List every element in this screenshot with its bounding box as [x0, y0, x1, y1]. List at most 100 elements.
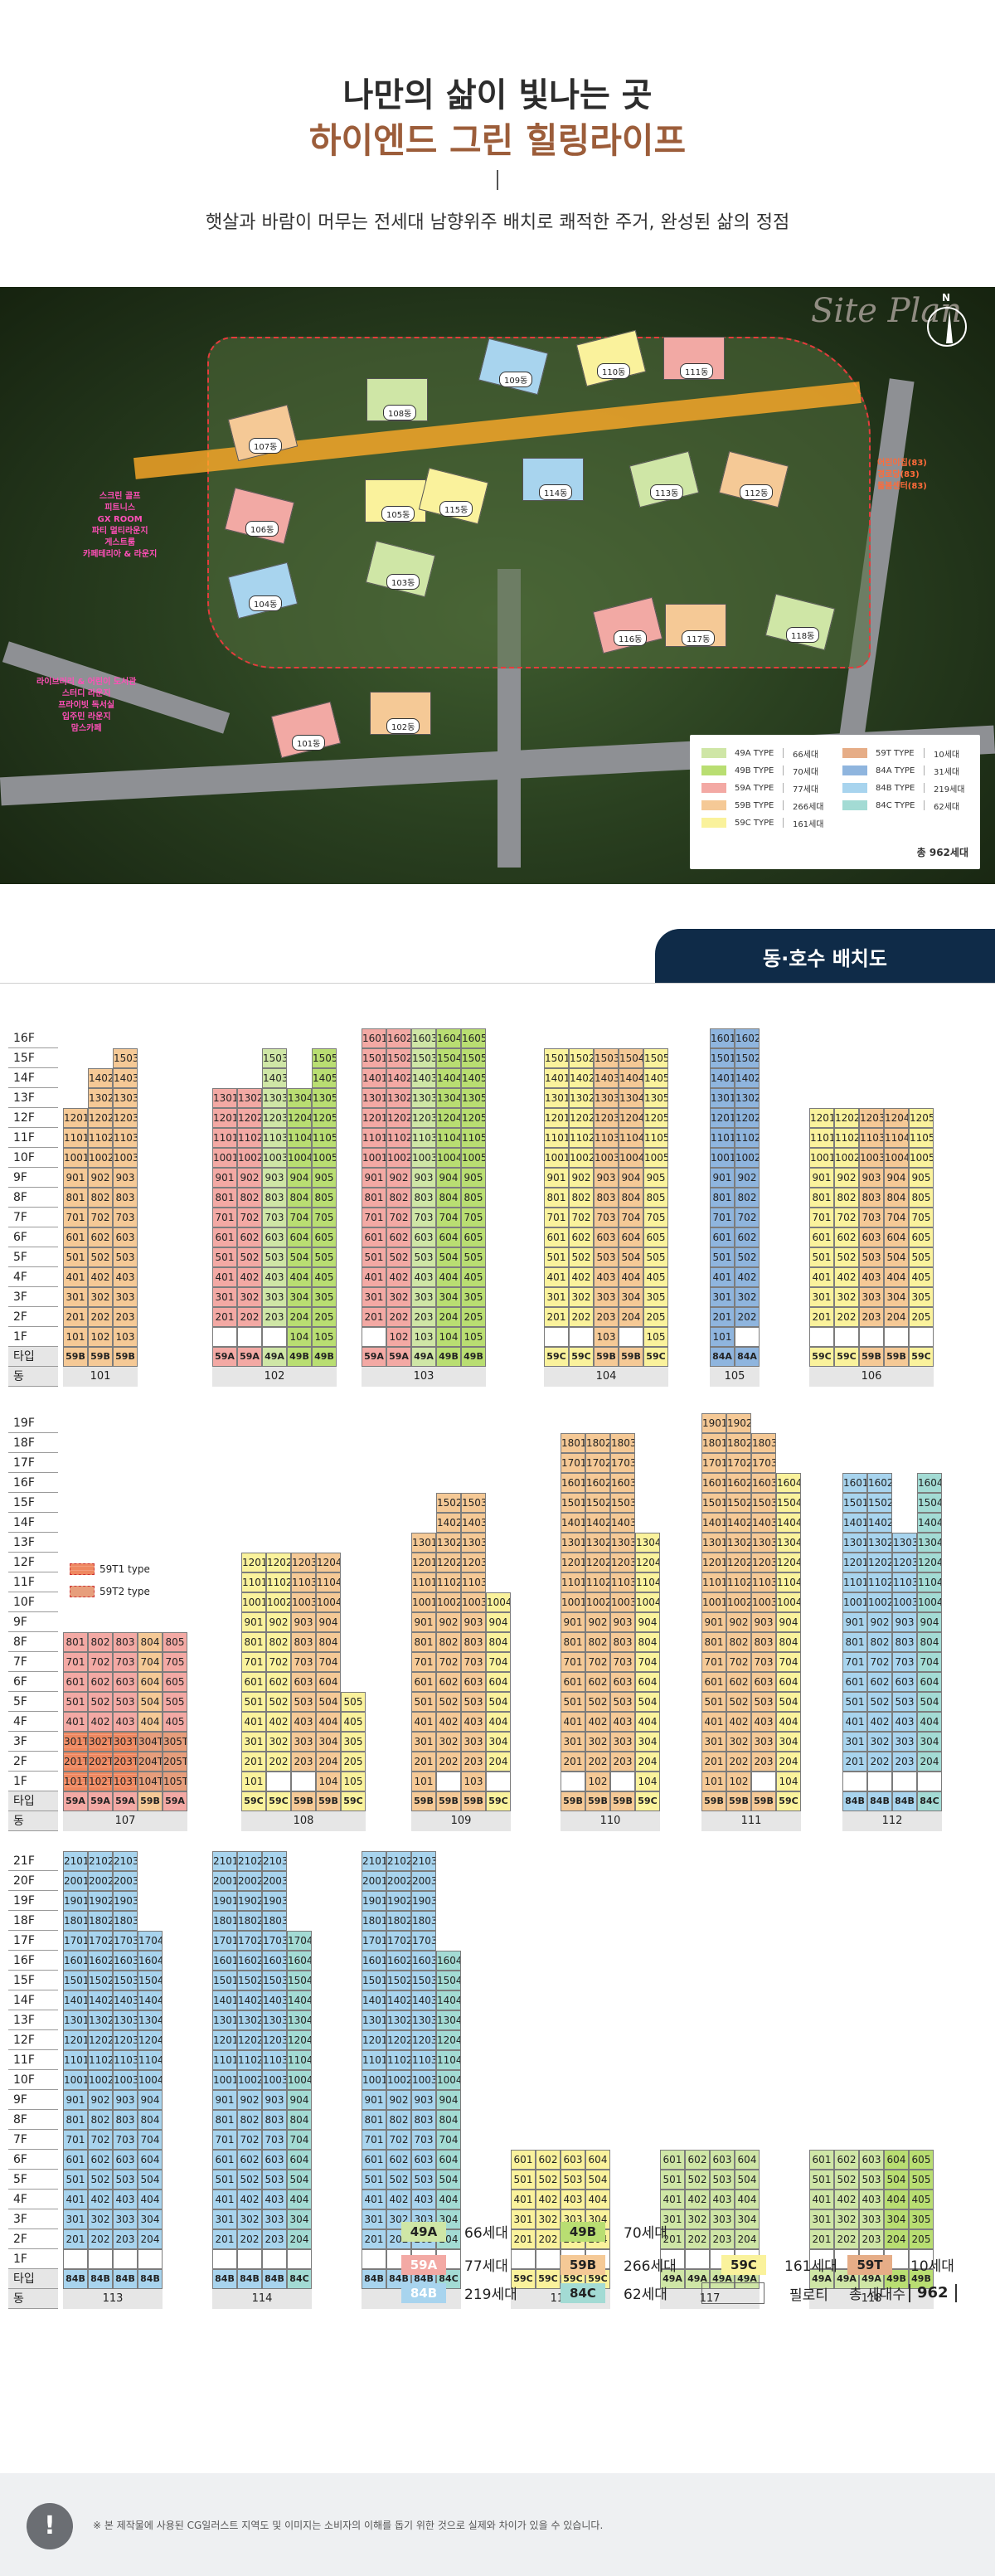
unit-cell: 1504 [776, 1493, 801, 1513]
unit-cell: 404 [776, 1712, 801, 1732]
unit-cell: 1603 [751, 1473, 776, 1493]
floor-label: 19F [8, 1891, 58, 1911]
unit-cell: 1203 [262, 1108, 287, 1128]
unit-cell: 1603 [411, 1028, 436, 1048]
unit-cell: 602 [834, 2150, 859, 2170]
unit-cell: 704 [917, 1652, 942, 1672]
unit-cell: 902 [436, 1612, 461, 1632]
unit-cell: 1005 [461, 1148, 486, 1168]
unit-cell: 1203 [291, 1553, 316, 1572]
unit-cell: 902 [386, 1168, 411, 1188]
unit-cell: 604 [436, 2150, 461, 2170]
type-cell: 84B [88, 2269, 113, 2289]
unit-cell: 1603 [610, 1473, 635, 1493]
unit-cell: 304 [776, 1732, 801, 1752]
dong-label: 117 [660, 2289, 760, 2309]
unit-cell: 801 [212, 2110, 237, 2130]
unit-cell: 602 [726, 1672, 751, 1692]
unit-cell: 1104 [138, 2050, 163, 2070]
floor-label: 11F [8, 2050, 58, 2070]
unit-cell: 201T [63, 1752, 88, 1772]
unit-cell: 103 [411, 1327, 436, 1347]
unit-cell: 502 [735, 1247, 760, 1267]
unit-cell: 1202 [726, 1553, 751, 1572]
unit-cell: 1803 [113, 1911, 138, 1931]
unit-cell: 803 [594, 1188, 619, 1208]
type-cell: 59B [88, 1347, 113, 1367]
floor-label: 9F [8, 1168, 58, 1188]
unit-cell: 1204 [917, 1553, 942, 1572]
unit-cell: 501 [511, 2170, 536, 2190]
type-cell: 84A [710, 1347, 735, 1367]
unit-cell: 2002 [88, 1871, 113, 1891]
unit-cell: 902 [88, 1168, 113, 1188]
unit-cell: 503 [461, 1692, 486, 1712]
unit-cell: 1503 [113, 1971, 138, 1990]
type-cell: 84B [842, 1791, 867, 1811]
unit-cell: 504 [316, 1692, 341, 1712]
unit-cell: 1902 [237, 1891, 262, 1911]
unit-cell: 605 [461, 1227, 486, 1247]
unit-cell: 1004 [619, 1148, 643, 1168]
unit-cell: 303 [751, 1732, 776, 1752]
unit-cell: 602 [685, 2150, 710, 2170]
unit-cell: 502 [88, 1247, 113, 1267]
unit-cell: 1205 [909, 1108, 934, 1128]
unit-cell: 201 [561, 1752, 585, 1772]
bottom-legend-swatch: 59B [561, 2254, 605, 2275]
unit-cell: 504 [776, 1692, 801, 1712]
unit-cell: 1403 [262, 1068, 287, 1088]
unit-cell: 404 [486, 1712, 511, 1732]
legend-type: 49A TYPE [735, 748, 774, 758]
unit-cell: 1702 [237, 1931, 262, 1951]
unit-cell: 1701 [561, 1453, 585, 1473]
unit-cell: 1304 [436, 2010, 461, 2030]
unit-cell: 402 [735, 1267, 760, 1287]
unit-cell: 1601 [362, 1028, 386, 1048]
legend-sep [783, 766, 784, 775]
unit-cell: 504 [735, 2170, 760, 2190]
unit-cell: 1803 [262, 1911, 287, 1931]
pilotis-swatch [701, 2282, 764, 2304]
unit-cell: 1902 [88, 1891, 113, 1911]
unit-cell: 705 [163, 1652, 187, 1672]
unit-cell: 501 [241, 1692, 266, 1712]
unit-cell: 901 [63, 1168, 88, 1188]
unit-cell: 703 [461, 1652, 486, 1672]
unit-cell: 501 [63, 1692, 88, 1712]
unit-cell: 402 [266, 1712, 291, 1732]
floor-label: 2F [8, 1752, 58, 1772]
unit-cell: 1402 [436, 1513, 461, 1533]
legend-sep [783, 818, 784, 828]
pilotis-cell [362, 2249, 386, 2269]
unit-cell: 404 [735, 2190, 760, 2209]
unit-cell: 1202 [735, 1108, 760, 1128]
unit-cell: 303 [291, 1732, 316, 1752]
unit-cell: 802 [266, 1632, 291, 1652]
unit-cell: 1103 [113, 2050, 138, 2070]
unit-cell: 1402 [585, 1513, 610, 1533]
type-cell: 59B [561, 1791, 585, 1811]
unit-cell: 2001 [362, 1871, 386, 1891]
unit-cell: 603 [113, 1672, 138, 1692]
unit-cell: 403 [113, 1267, 138, 1287]
type-cell: 49B [436, 1347, 461, 1367]
bottom-legend-count: 77세대 [464, 2258, 508, 2275]
unit-cell: 504 [287, 2170, 312, 2190]
unit-cell: 1002 [386, 1148, 411, 1168]
unit-cell: 601 [660, 2150, 685, 2170]
unit-cell: 1002 [237, 2070, 262, 2090]
floor-label: 3F [8, 1287, 58, 1307]
unit-cell: 701 [63, 2130, 88, 2150]
unit-cell: 402 [386, 2190, 411, 2209]
unit-cell: 701 [710, 1208, 735, 1227]
unit-cell: 601 [362, 2150, 386, 2170]
type-cell: 59A [362, 1347, 386, 1367]
unit-cell: 503 [113, 1247, 138, 1267]
site-dong-label: 117동 [682, 630, 716, 646]
unit-cell: 403 [859, 2190, 884, 2209]
dong-row-label: 동 [8, 2289, 58, 2309]
unit-cell: 1802 [237, 1911, 262, 1931]
unit-cell: 1405 [461, 1068, 486, 1088]
unit-cell: 1301 [710, 1088, 735, 1108]
